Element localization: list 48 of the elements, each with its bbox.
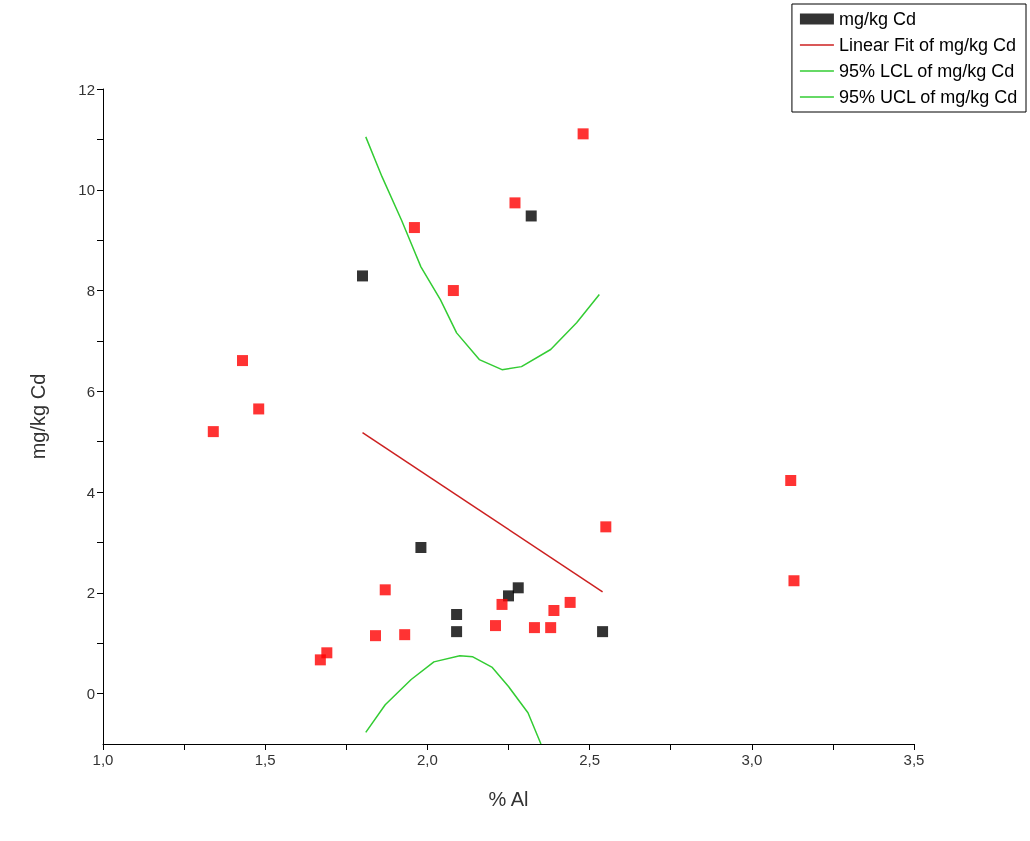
x-axis-title: % Al [488,788,529,810]
point [490,620,502,632]
point [545,622,557,634]
x-tick-label: 1,5 [254,751,276,768]
x-tick-label: 2,0 [416,751,438,768]
x-tick-label: 3,0 [741,751,763,768]
point [509,197,521,209]
legend-label: mg/kg Cd [838,9,916,29]
point [525,210,537,222]
point [379,584,391,596]
point [577,128,589,140]
point [399,629,411,641]
y-tick-label: 6 [86,382,95,400]
point [207,426,219,438]
point [600,521,612,533]
point [370,630,381,642]
y-tick-label: 2 [86,584,95,602]
point [408,222,420,234]
point [253,403,265,415]
point [447,285,459,297]
point [548,604,560,616]
point [236,355,248,367]
point [451,609,463,621]
y-tick-label: 12 [78,80,95,98]
point [451,626,463,638]
y-tick-label: 4 [86,483,95,501]
x-tick-label: 1,0 [92,751,114,768]
legend-label: 95% UCL of mg/kg Cd [838,87,1018,107]
point [528,622,540,634]
legend-label: 95% LCL of mg/kg Cd [838,61,1015,81]
y-tick-label: 10 [78,181,95,199]
point [357,270,369,282]
y-tick-label: 0 [86,685,95,703]
point [512,582,524,594]
line-series [365,655,542,745]
line-series [365,136,601,371]
y-tick-label: 8 [86,282,95,300]
point [788,575,800,587]
point [314,654,326,666]
point [415,542,427,553]
x-tick-label: 3,5 [903,751,925,768]
x-tick-label: 2,5 [579,751,601,768]
y-axis-title: mg/kg Cd [27,373,49,460]
legend-label: Linear Fit of mg/kg Cd [838,35,1016,55]
point [564,596,576,608]
point [785,474,797,486]
point [597,626,609,638]
point [496,598,508,610]
